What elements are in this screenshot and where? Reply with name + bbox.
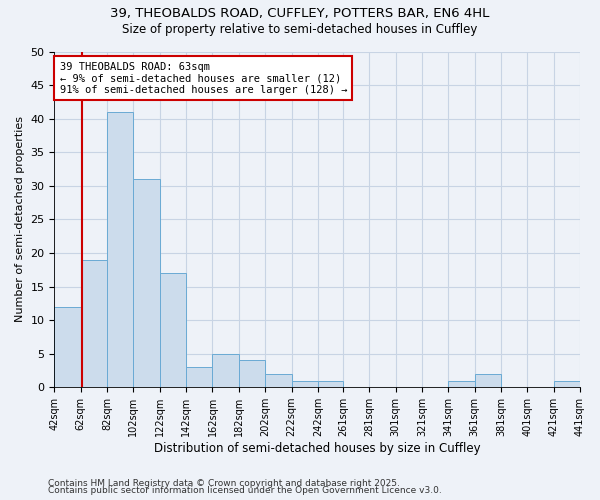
Bar [239,360,265,387]
Text: 39 THEOBALDS ROAD: 63sqm
← 9% of semi-detached houses are smaller (12)
91% of se: 39 THEOBALDS ROAD: 63sqm ← 9% of semi-de… [59,62,347,95]
Y-axis label: Number of semi-detached properties: Number of semi-detached properties [15,116,25,322]
Bar [55,306,81,387]
Text: Contains public sector information licensed under the Open Government Licence v3: Contains public sector information licen… [48,486,442,495]
Bar [81,260,107,387]
Bar [212,354,239,387]
Bar [475,374,501,387]
X-axis label: Distribution of semi-detached houses by size in Cuffley: Distribution of semi-detached houses by … [154,442,481,455]
Bar [107,112,133,387]
Bar [186,367,212,387]
Text: 39, THEOBALDS ROAD, CUFFLEY, POTTERS BAR, EN6 4HL: 39, THEOBALDS ROAD, CUFFLEY, POTTERS BAR… [110,8,490,20]
Text: Size of property relative to semi-detached houses in Cuffley: Size of property relative to semi-detach… [122,22,478,36]
Bar [554,380,580,387]
Bar [448,380,475,387]
Text: Contains HM Land Registry data © Crown copyright and database right 2025.: Contains HM Land Registry data © Crown c… [48,478,400,488]
Bar [318,380,343,387]
Bar [292,380,318,387]
Bar [265,374,292,387]
Bar [160,273,186,387]
Bar [133,179,160,387]
